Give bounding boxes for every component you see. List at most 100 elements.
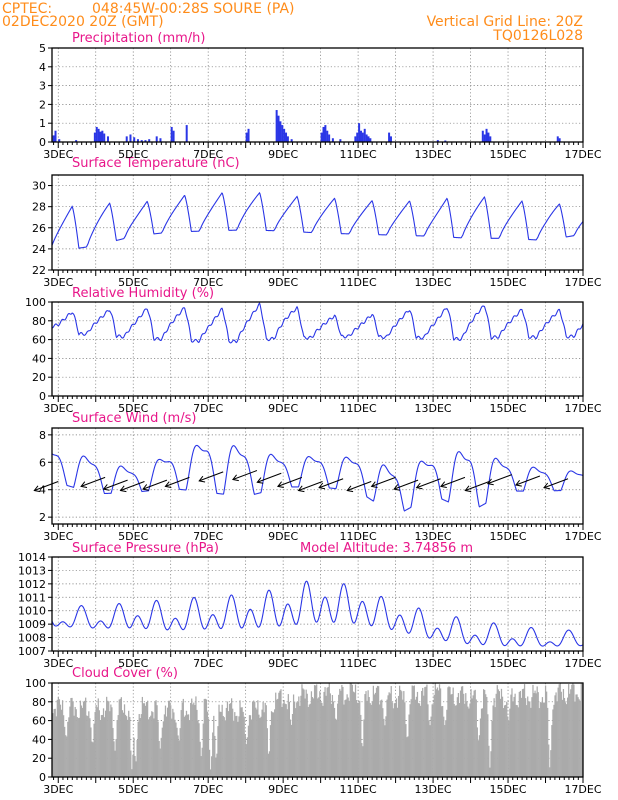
cloud-bar <box>465 693 467 777</box>
wind-ytick-label: 8 <box>39 429 46 442</box>
cloud-bar <box>556 701 558 777</box>
cloud-bar <box>92 742 94 777</box>
cloud-bar <box>258 714 260 777</box>
cloud-bar <box>353 692 356 777</box>
cloud-bar <box>415 696 418 777</box>
precip-bar <box>388 132 391 142</box>
cloud-bar <box>378 686 380 777</box>
wind-vector-head <box>464 485 472 493</box>
cloud-bar <box>203 698 205 777</box>
cloud-bar <box>349 683 351 777</box>
cloud-bar <box>164 705 167 777</box>
cloud-bar <box>558 684 560 777</box>
cloud-bar <box>212 732 214 777</box>
precip-bar <box>245 132 248 142</box>
cloud-bar <box>414 699 416 777</box>
cloud-bar <box>306 693 308 777</box>
cloud-bar <box>216 753 218 777</box>
cloud-panel: 0 20 40 60 80 100 3DEC 5DEC 7DEC 9DEC 11DEC 13DEC 15… <box>25 677 602 796</box>
cloud-bar <box>156 705 158 777</box>
cloud-bar <box>110 704 112 777</box>
cloud-bar <box>560 691 562 777</box>
humidity-ytick-label: 80 <box>32 315 46 328</box>
cloud-bar <box>334 718 337 777</box>
cloud-bar <box>466 701 468 777</box>
cloud-bar <box>244 734 246 777</box>
cloud-bar <box>86 715 88 777</box>
cloud-bar <box>168 700 170 777</box>
cloud-bar <box>460 686 463 777</box>
cloud-bar <box>322 705 324 777</box>
cloud-bar <box>579 700 581 777</box>
cloud-bar <box>143 703 146 777</box>
cloud-bar <box>278 692 280 777</box>
cloud-bar <box>391 702 393 777</box>
temp-line <box>52 191 583 249</box>
precip-ytick-label: 4 <box>39 61 46 74</box>
cloud-bar <box>329 693 331 777</box>
cloud-bar <box>153 718 155 777</box>
wind-vector-head <box>102 484 110 491</box>
cloud-bar <box>529 701 531 777</box>
cloud-title: Cloud Cover (%) <box>72 666 178 681</box>
cloud-bar <box>174 719 176 777</box>
cloud-bar <box>175 722 177 777</box>
precip-bar <box>133 137 136 142</box>
wind-vector-head <box>276 481 284 488</box>
cloud-bar <box>96 707 98 777</box>
temp-date-label: 17DEC <box>564 276 601 289</box>
cloud-bar <box>447 687 449 777</box>
cloud-bar <box>65 735 67 777</box>
cloud-bar <box>508 720 510 777</box>
cloud-bar <box>538 708 540 777</box>
cloud-bar <box>189 720 191 777</box>
cloud-bar <box>235 716 237 777</box>
pressure-date-label: 3DEC <box>43 657 73 670</box>
cloud-bar <box>554 695 556 777</box>
cloud-bar <box>531 697 533 777</box>
wind-date-label: 11DEC <box>340 530 377 543</box>
cloud-bar <box>313 685 316 777</box>
cloud-bar <box>142 703 145 777</box>
humidity-date-label: 13DEC <box>415 402 452 415</box>
cloud-bar <box>477 740 479 777</box>
cloud-bar <box>165 716 168 777</box>
humidity-date-label: 3DEC <box>43 402 73 415</box>
cloud-bar <box>413 685 415 777</box>
cloud-bar <box>68 717 70 777</box>
precip-bar <box>54 130 57 142</box>
cloud-bar <box>420 705 422 777</box>
precip-ytick-label: 1 <box>39 117 46 130</box>
cloud-bar <box>516 705 518 777</box>
cloud-bar <box>363 719 365 777</box>
wind-vector <box>232 470 258 480</box>
cloud-bar <box>493 698 495 777</box>
cloud-bar <box>320 702 322 777</box>
cloud-bar <box>372 685 374 777</box>
cloud-bar <box>394 702 397 777</box>
wind-date-label: 15DEC <box>489 530 526 543</box>
cloud-bar <box>502 708 505 777</box>
precip-bar <box>358 123 361 142</box>
cloud-bar <box>522 688 525 777</box>
cloud-bar <box>241 707 243 777</box>
cloud-bar <box>53 709 55 777</box>
cloud-frame <box>51 682 584 778</box>
cloud-bar <box>436 687 439 777</box>
cloud-bar <box>270 711 273 777</box>
cloud-bar <box>431 704 433 777</box>
cloud-bar <box>192 704 194 777</box>
cloud-bar <box>345 699 347 777</box>
wind-date-label: 17DEC <box>564 530 601 543</box>
precip-bar <box>148 139 151 142</box>
cloud-bar <box>118 699 120 777</box>
precip-bar <box>172 130 175 142</box>
cloud-ytick-label: 40 <box>32 733 46 746</box>
cloud-bar <box>276 699 278 777</box>
cloud-bar <box>343 704 345 777</box>
cloud-bar <box>166 707 169 777</box>
cloud-bar <box>123 704 126 777</box>
precip-bar <box>75 140 78 142</box>
cloud-bar <box>75 709 77 777</box>
